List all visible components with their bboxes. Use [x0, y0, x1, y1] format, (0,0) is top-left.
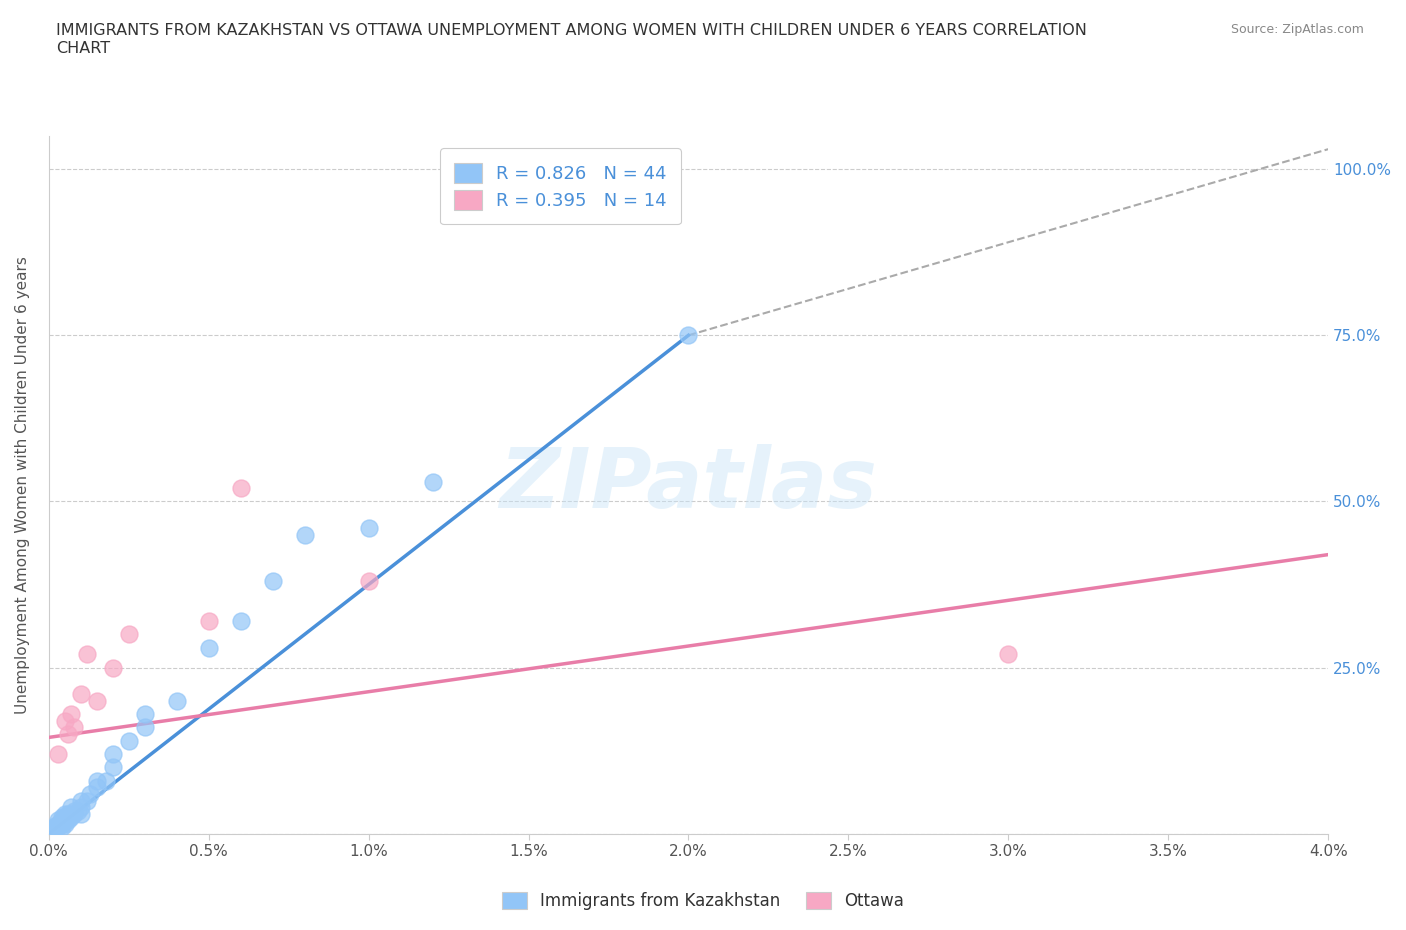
Point — [96, 773, 118, 788]
Point — [60, 800, 83, 815]
Point — [66, 804, 89, 818]
Point — [60, 810, 83, 825]
Point — [86, 773, 108, 788]
Point — [53, 813, 76, 828]
Point — [53, 810, 76, 825]
Point — [60, 806, 83, 821]
Point — [197, 614, 219, 629]
Point — [101, 660, 124, 675]
Point — [46, 747, 69, 762]
Point — [51, 813, 73, 828]
Point — [134, 707, 156, 722]
Point — [101, 760, 124, 775]
Point — [46, 817, 69, 831]
Text: IMMIGRANTS FROM KAZAKHSTAN VS OTTAWA UNEMPLOYMENT AMONG WOMEN WITH CHILDREN UNDE: IMMIGRANTS FROM KAZAKHSTAN VS OTTAWA UNE… — [56, 23, 1087, 56]
Point — [229, 481, 252, 496]
Point — [69, 800, 91, 815]
Point — [51, 819, 73, 834]
Point — [294, 527, 316, 542]
Point — [76, 647, 98, 662]
Point — [69, 686, 91, 701]
Point — [56, 813, 79, 828]
Point — [118, 627, 141, 642]
Point — [63, 804, 86, 818]
Point — [357, 521, 380, 536]
Y-axis label: Unemployment Among Women with Children Under 6 years: Unemployment Among Women with Children U… — [15, 256, 30, 714]
Point — [41, 823, 63, 838]
Point — [76, 793, 98, 808]
Legend: Immigrants from Kazakhstan, Ottawa: Immigrants from Kazakhstan, Ottawa — [495, 885, 911, 917]
Point — [79, 787, 101, 802]
Point — [51, 817, 73, 831]
Point — [53, 713, 76, 728]
Point — [229, 614, 252, 629]
Point — [69, 793, 91, 808]
Point — [357, 574, 380, 589]
Point — [51, 810, 73, 825]
Point — [63, 720, 86, 735]
Point — [134, 720, 156, 735]
Point — [166, 694, 188, 709]
Point — [56, 726, 79, 741]
Point — [69, 806, 91, 821]
Point — [86, 780, 108, 795]
Point — [197, 640, 219, 655]
Point — [118, 733, 141, 748]
Point — [422, 474, 444, 489]
Point — [56, 810, 79, 825]
Point — [678, 328, 700, 343]
Point — [60, 707, 83, 722]
Point — [101, 747, 124, 762]
Text: Source: ZipAtlas.com: Source: ZipAtlas.com — [1230, 23, 1364, 36]
Point — [262, 574, 284, 589]
Point — [44, 818, 66, 833]
Point — [46, 813, 69, 828]
Point — [53, 806, 76, 821]
Point — [63, 806, 86, 821]
Point — [44, 821, 66, 836]
Point — [86, 694, 108, 709]
Point — [46, 819, 69, 834]
Text: ZIPatlas: ZIPatlas — [499, 445, 877, 525]
Point — [53, 817, 76, 831]
Point — [997, 647, 1019, 662]
Point — [56, 806, 79, 821]
Legend: R = 0.826   N = 44, R = 0.395   N = 14: R = 0.826 N = 44, R = 0.395 N = 14 — [440, 149, 681, 224]
